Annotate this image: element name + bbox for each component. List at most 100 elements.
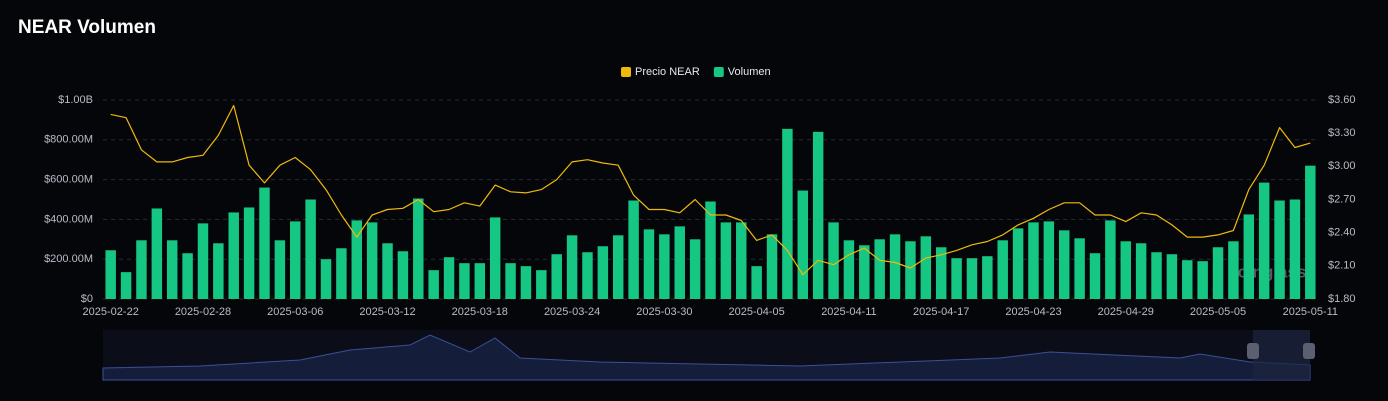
navigator-window[interactable] [1253,330,1310,380]
bar [812,131,824,299]
y-tick-label: $800.00M [44,134,93,146]
bar [566,235,578,299]
bar [243,207,255,299]
bar [997,240,1008,299]
x-tick-label: 2025-04-05 [728,306,784,318]
bar [259,187,270,299]
bar [766,234,778,299]
legend-swatch [621,67,631,77]
bar [966,258,978,299]
x-tick-label: 2025-04-29 [1098,306,1154,318]
y2-tick-label: $3.30 [1328,127,1356,139]
bar [213,243,224,299]
bar [736,222,747,299]
bar [1012,228,1024,299]
y-tick-label: $200.00M [44,253,93,265]
y2-tick-label: $3.00 [1328,160,1356,172]
bar [397,251,409,299]
bar [1182,260,1193,299]
bar [1089,253,1101,299]
bar [874,239,885,299]
y-tick-label: $1.00B [58,94,93,106]
bar [228,212,239,299]
bar [320,259,332,299]
x-tick-label: 2025-04-23 [1005,306,1061,318]
bar [1074,238,1085,299]
x-tick-label: 2025-05-11 [1283,306,1338,318]
bar [1212,247,1224,299]
bar [782,128,793,299]
bar [1289,199,1301,299]
bar [659,234,670,299]
bar [612,235,624,299]
navigator-handle[interactable] [1247,343,1259,359]
x-tick-label: 2025-02-22 [83,306,139,318]
bar [428,270,439,299]
bar [905,241,916,299]
y-tick-label: $600.00M [44,174,93,186]
bar [382,243,393,299]
legend-label: Volumen [728,66,771,78]
bar [689,239,701,299]
bar [443,257,455,299]
bar [351,220,362,299]
y2-tick-label: $3.60 [1328,94,1356,106]
x-tick-label: 2025-03-06 [267,306,323,318]
bar [828,222,839,299]
plot [103,99,1318,300]
y2-tick-label: $2.10 [1328,260,1356,272]
price-line [110,104,1311,276]
bar [182,253,193,299]
y-tick-label: $400.00M [44,213,93,225]
y-tick-label: $0 [81,293,93,305]
bar [536,270,547,299]
bar [1105,220,1116,299]
navigator[interactable] [102,330,1315,381]
bar [1274,200,1285,299]
bar [151,208,163,299]
bar [889,234,901,299]
bar [982,256,993,299]
bar [105,250,116,299]
bar [751,266,762,299]
bar [951,258,962,299]
bar [551,254,562,299]
bar [274,240,286,299]
bar [336,248,347,299]
bar [1228,241,1239,299]
bar [859,245,870,299]
x-tick-label: 2025-02-28 [175,306,231,318]
bar [1151,252,1162,299]
bar [197,223,209,299]
y2-tick-label: $1.80 [1328,293,1356,305]
bar [120,272,132,299]
bar [366,222,378,299]
x-tick-label: 2025-03-30 [636,306,692,318]
bar [643,229,655,299]
bar [166,240,178,299]
bar [1028,222,1039,299]
bar [597,246,609,299]
x-tick-label: 2025-05-05 [1190,306,1246,318]
bar [1166,254,1178,299]
bar [520,266,532,299]
bar [582,252,593,299]
bar [1258,182,1270,299]
chart-title: NEAR Volumen [18,17,156,38]
bar [290,221,301,299]
bar [474,263,486,299]
legend-swatch [713,67,724,77]
navigator-handle[interactable] [1303,343,1315,359]
bar [705,201,716,299]
bar [305,199,316,299]
bar [674,226,685,299]
bar [1059,230,1070,299]
bar [1135,243,1147,299]
bar [797,190,809,299]
bar [1305,165,1316,299]
bar [505,263,516,299]
bar [1243,214,1255,299]
bar [843,240,855,299]
bar [720,222,732,299]
